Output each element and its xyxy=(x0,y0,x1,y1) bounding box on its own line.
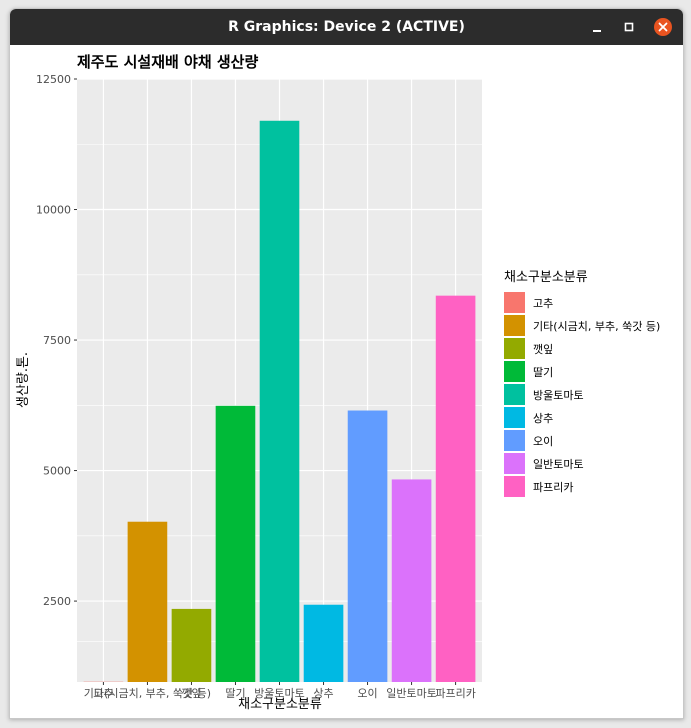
legend-label: 기타(시금치, 부추, 쑥갓 등) xyxy=(533,320,660,333)
y-tick-label: 2500 xyxy=(43,595,71,608)
x-tick-label: 딸기 xyxy=(225,687,245,700)
x-tick-label: 방울토마토 xyxy=(254,687,305,700)
legend-item: 고추 xyxy=(504,292,553,313)
legend-item: 깻잎 xyxy=(504,338,553,359)
legend-key xyxy=(504,407,525,428)
legend-item: 상추 xyxy=(504,407,553,428)
legend-label: 오이 xyxy=(533,435,553,448)
x-tick-label: 오이 xyxy=(357,687,377,700)
y-tick-label: 12500 xyxy=(36,73,71,86)
close-button[interactable] xyxy=(653,17,673,37)
legend-item: 기타(시금치, 부추, 쑥갓 등) xyxy=(504,315,660,336)
legend-title: 채소구분소분류 xyxy=(504,270,588,285)
legend-item: 오이 xyxy=(504,430,553,451)
legend-item: 방울토마토 xyxy=(504,384,584,405)
minimize-button[interactable] xyxy=(587,17,607,37)
legend-label: 파프리카 xyxy=(533,481,573,494)
legend-item: 딸기 xyxy=(504,361,553,382)
bar xyxy=(259,120,300,682)
plot-area: 제주도 시설재배 야채 생산량 2500 5000 7500 10000 12500 고… xyxy=(10,45,683,718)
bar xyxy=(215,405,256,682)
legend-key xyxy=(504,338,525,359)
legend-key xyxy=(504,384,525,405)
legend-item: 파프리카 xyxy=(504,476,573,497)
y-tick-label: 7500 xyxy=(43,334,71,347)
legend-label: 방울토마토 xyxy=(533,389,584,402)
bars xyxy=(83,120,476,682)
close-icon xyxy=(654,18,672,36)
legend-label: 일반토마토 xyxy=(533,457,584,471)
legend-label: 고추 xyxy=(533,297,553,310)
x-tick-label: 깻잎 xyxy=(181,687,201,700)
bar xyxy=(391,479,432,682)
bar xyxy=(127,521,168,682)
x-tick-label: 기타(시금치, 부추, 쑥갓 등) xyxy=(84,687,211,700)
x-tick-label: 일반토마토 xyxy=(386,686,437,700)
legend-item: 일반토마토 xyxy=(504,453,584,474)
bar xyxy=(435,295,476,682)
legend-label: 딸기 xyxy=(533,366,553,379)
x-tick-label: 파프리카 xyxy=(435,687,475,700)
y-tick-label: 10000 xyxy=(36,204,71,217)
y-axis: 2500 5000 7500 10000 12500 xyxy=(36,73,77,608)
legend-label: 상추 xyxy=(533,412,553,425)
maximize-icon xyxy=(624,22,634,32)
legend-label: 깻잎 xyxy=(533,343,553,356)
chart-title: 제주도 시설재배 야채 생산량 xyxy=(77,53,258,71)
bar xyxy=(171,608,212,682)
legend-key xyxy=(504,430,525,451)
y-tick-label: 5000 xyxy=(43,465,71,478)
legend-key xyxy=(504,453,525,474)
x-tick-label: 상추 xyxy=(313,687,333,700)
legend-key xyxy=(504,292,525,313)
window-title: R Graphics: Device 2 (ACTIVE) xyxy=(228,19,465,35)
legend-key xyxy=(504,315,525,336)
legend-key xyxy=(504,476,525,497)
bar-chart: 제주도 시설재배 야채 생산량 2500 5000 7500 10000 12500 고… xyxy=(16,53,660,712)
legend-key xyxy=(504,361,525,382)
bar xyxy=(347,410,388,682)
title-bar[interactable]: R Graphics: Device 2 (ACTIVE) xyxy=(10,9,683,45)
graphics-window: R Graphics: Device 2 (ACTIVE) 제주도 시설재배 야… xyxy=(9,8,684,719)
x-axis-label: 채소구분소분류 xyxy=(238,697,322,712)
y-axis-label: 생산량.톤. xyxy=(16,352,31,408)
maximize-button[interactable] xyxy=(619,17,639,37)
x-tick-label: 고추 xyxy=(93,687,113,700)
bar xyxy=(303,604,344,682)
minimize-icon xyxy=(593,30,601,32)
